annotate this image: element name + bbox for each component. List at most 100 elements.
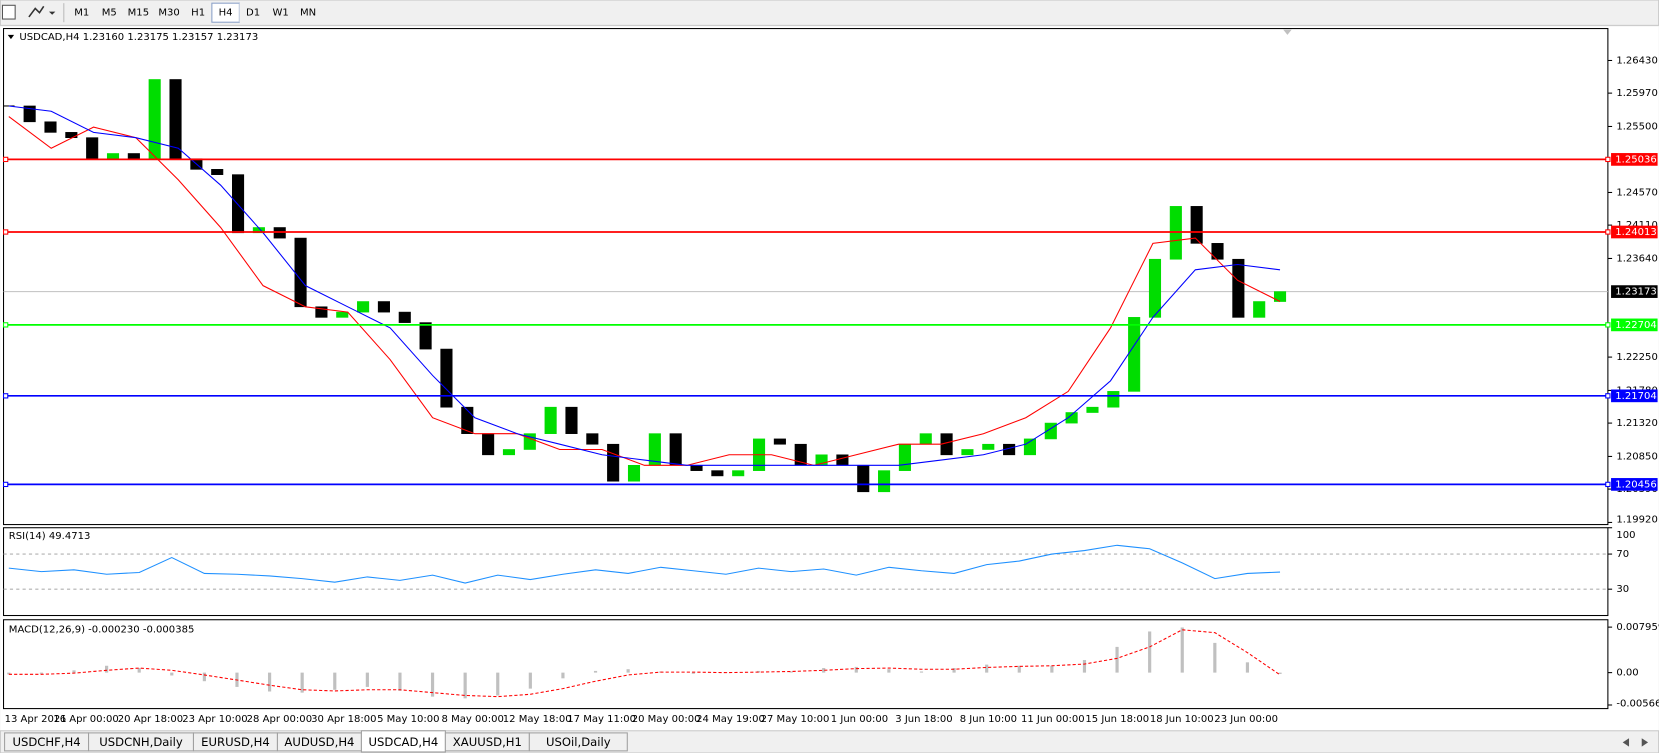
timeframe-label[interactable]: M1 xyxy=(74,8,89,19)
level-handle[interactable] xyxy=(1605,156,1611,163)
x-tick-label: 8 Jun 10:00 xyxy=(960,714,1017,725)
macd-bar xyxy=(333,672,337,690)
timeframe-button[interactable] xyxy=(95,3,124,23)
timeframe-label[interactable]: M5 xyxy=(102,8,117,19)
toolbar-icon[interactable] xyxy=(28,5,45,18)
macd-bar xyxy=(691,672,695,674)
level-price-label: 1.22704 xyxy=(1615,320,1656,331)
macd-bar xyxy=(1082,660,1087,673)
candle xyxy=(315,306,328,318)
candle xyxy=(1211,243,1224,260)
ma-slow-line xyxy=(8,105,1281,466)
timeframe-label[interactable]: H4 xyxy=(219,8,233,19)
level-handle[interactable] xyxy=(1605,481,1611,488)
candle xyxy=(711,470,724,477)
timeframe-label[interactable]: W1 xyxy=(272,8,288,19)
macd-bar xyxy=(1278,672,1282,674)
timeframe-label[interactable]: M15 xyxy=(128,8,149,19)
candle xyxy=(232,174,245,234)
timeframe-label[interactable]: M30 xyxy=(158,8,179,19)
candle xyxy=(23,105,36,123)
x-tick-label: 1 Jun 00:00 xyxy=(831,714,888,725)
candle xyxy=(86,137,99,160)
macd-bar xyxy=(7,672,11,675)
timeframe-label[interactable]: MN xyxy=(300,8,316,19)
candle xyxy=(586,433,599,445)
y-tick-label: 1.21320 xyxy=(1616,418,1657,429)
scroll-right[interactable] xyxy=(1641,738,1649,747)
level-handle[interactable] xyxy=(2,156,9,163)
candle xyxy=(773,438,786,445)
candle xyxy=(565,406,578,434)
macd-bar xyxy=(430,672,435,697)
y-tick-label: 30 xyxy=(1616,584,1629,595)
macd-bar xyxy=(528,672,532,689)
symbol-tab-label[interactable]: USDCHF,H4 xyxy=(12,735,80,749)
current-price-box xyxy=(1611,285,1658,298)
level-handle[interactable] xyxy=(1605,322,1611,328)
level-price-label: 1.21704 xyxy=(1615,391,1656,402)
candle xyxy=(127,153,140,160)
level-handle[interactable] xyxy=(2,229,9,235)
candle xyxy=(440,348,453,408)
level-handle[interactable] xyxy=(2,481,9,488)
ma-fast-line xyxy=(8,116,1281,466)
symbol-tab-label[interactable]: XAUUSD,H1 xyxy=(453,735,522,749)
symbol-tab-label[interactable]: AUDUSD,H4 xyxy=(284,735,354,749)
x-tick-label: 15 Jun 18:00 xyxy=(1085,714,1149,725)
timeframe-button[interactable] xyxy=(239,3,267,23)
timeframe-button[interactable] xyxy=(68,3,96,23)
candle xyxy=(65,132,78,139)
macd-bar xyxy=(1180,627,1184,673)
macd-bar xyxy=(822,668,826,673)
symbol-tab-label[interactable]: USDCAD,H4 xyxy=(369,735,439,749)
timeframe-button[interactable] xyxy=(153,3,185,23)
scroll-left[interactable] xyxy=(1622,738,1630,747)
macd-bar xyxy=(39,672,43,674)
x-tick-label: 27 May 10:00 xyxy=(761,714,830,725)
timeframe-button[interactable] xyxy=(123,3,154,23)
x-tick-label: 24 May 19:00 xyxy=(696,714,765,725)
macd-bar xyxy=(789,671,793,673)
y-tick-label: 1.23640 xyxy=(1616,253,1657,264)
macd-bar xyxy=(1245,662,1250,673)
timeframe-label[interactable]: H1 xyxy=(191,8,205,19)
candle xyxy=(732,470,745,477)
symbol-tab-label[interactable]: USDCNH,Daily xyxy=(99,735,183,749)
shift-marker xyxy=(1283,29,1292,35)
candle xyxy=(398,311,411,323)
macd-bar xyxy=(626,669,630,673)
current-price-label: 1.23173 xyxy=(1615,287,1656,298)
timeframe-button[interactable] xyxy=(184,3,212,23)
x-tick-label: 8 May 00:00 xyxy=(442,714,504,725)
symbol-tab-label[interactable]: USOil,Daily xyxy=(546,735,611,749)
toolbar-icon[interactable] xyxy=(1,4,16,20)
candle xyxy=(627,464,641,482)
x-tick-label: 28 Apr 00:00 xyxy=(247,714,312,725)
timeframe-label[interactable]: D1 xyxy=(246,8,260,19)
dropdown-arrow[interactable] xyxy=(49,11,56,15)
symbol-tab-label[interactable]: EURUSD,H4 xyxy=(201,735,270,749)
level-price-label: 1.24013 xyxy=(1615,227,1656,238)
symbol-tab[interactable] xyxy=(528,732,628,752)
x-tick-label: 13 Apr 2021 xyxy=(5,714,67,725)
level-handle[interactable] xyxy=(2,393,9,399)
x-tick-label: 23 Apr 10:00 xyxy=(182,714,247,725)
y-tick-label: 1.24110 xyxy=(1616,220,1657,231)
macd-bar xyxy=(887,669,891,673)
timeframe-button[interactable] xyxy=(266,3,295,23)
timeframe-button[interactable] xyxy=(294,3,322,23)
macd-bar xyxy=(72,670,76,673)
level-handle[interactable] xyxy=(1605,393,1611,399)
y-tick-label: 1.19920 xyxy=(1616,514,1657,525)
macd-bar xyxy=(1213,642,1217,673)
candle xyxy=(1044,422,1057,440)
candle xyxy=(607,443,620,482)
y-tick-label: 1.22250 xyxy=(1616,352,1657,363)
level-handle[interactable] xyxy=(1605,229,1611,235)
y-tick-label: 1.25500 xyxy=(1616,121,1657,132)
x-tick-label: 23 Jun 00:00 xyxy=(1214,714,1278,725)
candle xyxy=(211,169,224,175)
level-handle[interactable] xyxy=(2,322,9,328)
